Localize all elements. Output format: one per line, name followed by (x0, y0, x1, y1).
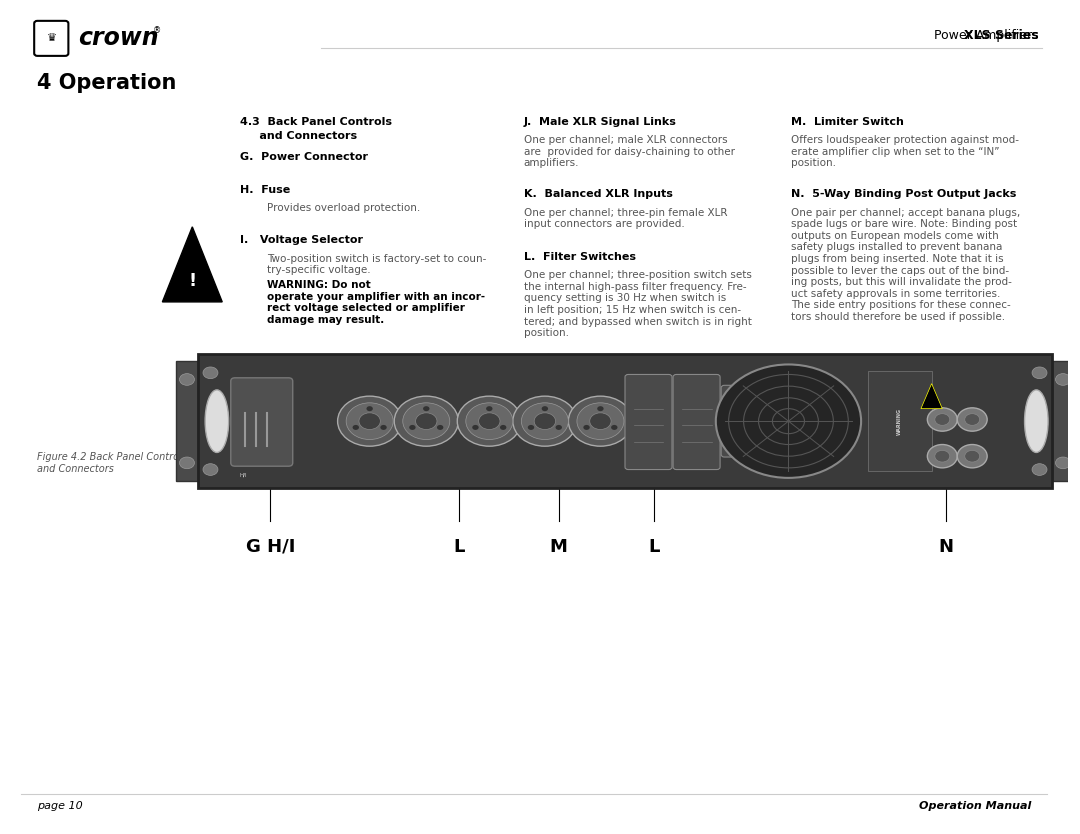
Circle shape (590, 413, 611, 430)
Text: H.  Fuse: H. Fuse (241, 185, 291, 195)
Text: One pair per channel; accept banana plugs,
spade lugs or bare wire. Note: Bindin: One pair per channel; accept banana plug… (791, 208, 1020, 322)
Circle shape (964, 414, 980, 425)
Circle shape (928, 408, 957, 431)
Text: L: L (454, 538, 465, 556)
Circle shape (403, 403, 449, 440)
Text: 4 Operation: 4 Operation (38, 73, 177, 93)
Text: Figure 4.2 Back Panel Controls
and Connectors: Figure 4.2 Back Panel Controls and Conne… (38, 452, 188, 474)
Circle shape (457, 396, 522, 446)
Circle shape (964, 450, 980, 462)
Circle shape (423, 406, 430, 411)
Circle shape (352, 425, 359, 430)
Circle shape (935, 414, 949, 425)
Text: page 10: page 10 (38, 801, 83, 811)
Text: N.  5-Way Binding Post Output Jacks: N. 5-Way Binding Post Output Jacks (791, 189, 1016, 199)
Circle shape (957, 408, 987, 431)
Text: WARNING: WARNING (897, 408, 902, 435)
FancyBboxPatch shape (35, 21, 68, 56)
Text: N: N (939, 538, 953, 556)
Text: One per channel; three-pin female XLR
input connectors are provided.: One per channel; three-pin female XLR in… (524, 208, 727, 229)
Text: G H/I: G H/I (245, 538, 295, 556)
Circle shape (1055, 457, 1070, 469)
Circle shape (347, 403, 393, 440)
Circle shape (583, 425, 590, 430)
Text: !: ! (188, 272, 197, 290)
Circle shape (203, 367, 218, 379)
Circle shape (380, 425, 387, 430)
Circle shape (338, 396, 402, 446)
Circle shape (542, 406, 548, 411)
Text: M: M (550, 538, 568, 556)
Circle shape (437, 425, 444, 430)
Text: M.  Limiter Switch: M. Limiter Switch (791, 117, 904, 127)
Polygon shape (921, 384, 943, 409)
FancyBboxPatch shape (673, 374, 720, 470)
Circle shape (203, 464, 218, 475)
Circle shape (465, 403, 513, 440)
Bar (176, 361, 198, 481)
Text: Offers loudspeaker protection against mod-
erate amplifier clip when set to the : Offers loudspeaker protection against mo… (791, 135, 1018, 168)
Circle shape (935, 450, 949, 462)
Circle shape (366, 406, 373, 411)
Circle shape (597, 406, 604, 411)
Text: Power Amplifiers: Power Amplifiers (874, 29, 1039, 43)
Bar (867, 371, 932, 471)
Text: J.  Male XLR Signal Links: J. Male XLR Signal Links (524, 117, 676, 127)
Circle shape (513, 396, 577, 446)
Circle shape (478, 413, 500, 430)
Text: 4.3  Back Panel Controls: 4.3 Back Panel Controls (241, 117, 392, 127)
Text: H/I: H/I (240, 473, 247, 478)
Circle shape (577, 403, 624, 440)
Text: ♛: ♛ (46, 33, 56, 43)
Bar (198, 354, 1052, 488)
Text: Two-position switch is factory-set to coun-
try-specific voltage.: Two-position switch is factory-set to co… (267, 254, 486, 275)
Circle shape (555, 425, 562, 430)
FancyBboxPatch shape (231, 378, 293, 466)
Text: XLS Series: XLS Series (963, 29, 1039, 43)
Circle shape (1055, 374, 1070, 385)
Text: K: K (541, 367, 555, 385)
Text: K.  Balanced XLR Inputs: K. Balanced XLR Inputs (524, 189, 673, 199)
Text: crown: crown (78, 27, 159, 50)
Text: Operation Manual: Operation Manual (919, 801, 1031, 811)
Circle shape (179, 374, 194, 385)
Circle shape (535, 413, 555, 430)
Ellipse shape (205, 390, 229, 452)
Circle shape (359, 413, 380, 430)
FancyBboxPatch shape (625, 374, 672, 470)
Circle shape (472, 425, 478, 430)
Text: Provides overload protection.: Provides overload protection. (267, 203, 420, 214)
Circle shape (1032, 367, 1047, 379)
Circle shape (416, 413, 437, 430)
Circle shape (486, 406, 492, 411)
Circle shape (716, 364, 861, 478)
Circle shape (611, 425, 618, 430)
Text: One per channel; three-position switch sets
the internal high-pass filter freque: One per channel; three-position switch s… (524, 270, 752, 339)
Text: I.   Voltage Selector: I. Voltage Selector (241, 235, 363, 245)
Text: One per channel; male XLR connectors
are  provided for daisy-chaining to other
a: One per channel; male XLR connectors are… (524, 135, 734, 168)
Circle shape (928, 445, 957, 468)
Circle shape (394, 396, 458, 446)
Text: G.  Power Connector: G. Power Connector (241, 152, 368, 162)
Bar (1052, 361, 1074, 481)
Circle shape (957, 445, 987, 468)
FancyBboxPatch shape (721, 385, 757, 457)
Text: L: L (648, 538, 660, 556)
Circle shape (568, 396, 633, 446)
Text: WARNING: Do not
operate your amplifier with an incor-
rect voltage selected or a: WARNING: Do not operate your amplifier w… (267, 280, 485, 325)
Text: J: J (373, 367, 379, 385)
Circle shape (179, 457, 194, 469)
Circle shape (1032, 464, 1047, 475)
Text: K: K (458, 367, 472, 385)
Circle shape (528, 425, 535, 430)
Polygon shape (162, 227, 222, 302)
Circle shape (409, 425, 416, 430)
Text: and Connectors: and Connectors (241, 131, 357, 141)
Text: L.  Filter Switches: L. Filter Switches (524, 252, 635, 262)
Circle shape (522, 403, 568, 440)
Circle shape (500, 425, 507, 430)
Text: ®: ® (152, 27, 161, 35)
Text: J: J (630, 367, 636, 385)
Ellipse shape (1025, 390, 1048, 452)
